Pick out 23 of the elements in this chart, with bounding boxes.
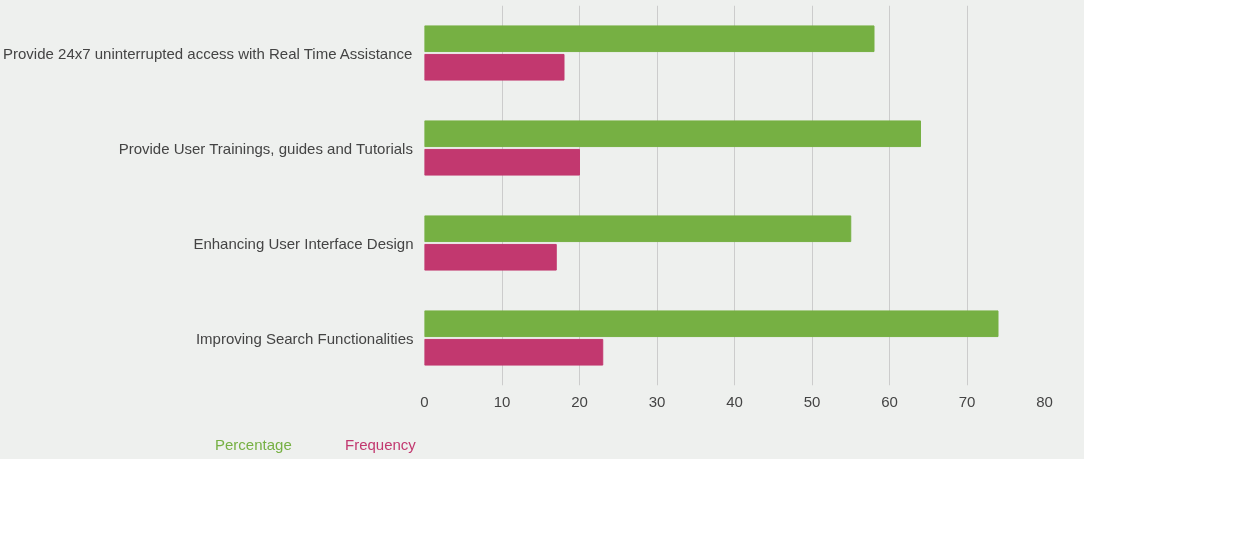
bar bbox=[424, 53, 565, 81]
x-tick-label: 0 bbox=[420, 392, 429, 410]
text: Percentage bbox=[215, 435, 292, 453]
x-tick-label: 20 bbox=[571, 392, 588, 410]
bar bbox=[424, 310, 999, 338]
y-tick-label: Improving Search Functionalities bbox=[195, 329, 414, 347]
y-tick-label: Enhancing User Interface Design bbox=[193, 234, 414, 252]
x-tick-label: 40 bbox=[726, 392, 743, 410]
bar bbox=[424, 338, 604, 366]
y-tick-label: Provide User Trainings, guides and Tutorials bbox=[118, 139, 413, 157]
x-tick-label: 30 bbox=[648, 392, 666, 410]
bar bbox=[424, 148, 580, 176]
y-tick-label: Provide 24x7 uninterrupted access with Real Time Assistance bbox=[3, 44, 413, 62]
text: Frequency bbox=[345, 435, 416, 453]
x-tick-label: 80 bbox=[1036, 392, 1053, 410]
bar bbox=[424, 243, 557, 271]
x-tick-label: 70 bbox=[958, 392, 976, 410]
bar bbox=[424, 120, 921, 148]
bar bbox=[424, 25, 875, 53]
x-tick-label: 10 bbox=[493, 392, 511, 410]
x-tick-label: 60 bbox=[881, 392, 898, 410]
x-tick-label: 50 bbox=[803, 392, 821, 410]
bar bbox=[424, 215, 852, 243]
